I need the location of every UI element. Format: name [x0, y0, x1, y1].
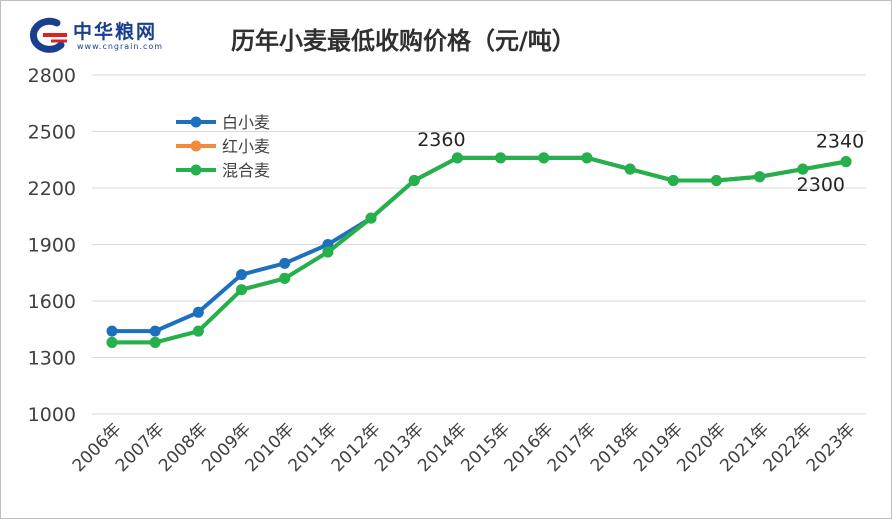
data-point: [495, 152, 507, 164]
legend-label: 红小麦: [222, 137, 270, 156]
series-line-2: [110, 155, 848, 345]
data-point: [451, 152, 463, 164]
legend-label: 混合麦: [222, 161, 270, 180]
data-point: [754, 171, 766, 183]
y-tick-label: 1600: [28, 291, 76, 313]
data-point: [106, 325, 118, 337]
series-line-1: [110, 155, 848, 345]
data-point: [581, 152, 593, 164]
legend-swatch-marker: [190, 140, 202, 152]
data-point: [149, 336, 161, 348]
data-label: 2340: [816, 131, 864, 153]
chart-title: 历年小麦最低收购价格（元/吨）: [231, 27, 576, 55]
data-point: [538, 152, 550, 164]
data-point: [236, 284, 248, 296]
y-tick-label: 1000: [28, 404, 76, 426]
data-point: [279, 272, 291, 284]
data-point: [667, 174, 679, 186]
y-tick-label: 1900: [28, 235, 76, 257]
data-point: [365, 212, 377, 224]
logo-mark-icon: [29, 17, 67, 53]
legend-swatch-marker: [190, 116, 202, 128]
data-point: [106, 336, 118, 348]
data-label: 2300: [797, 174, 845, 196]
y-tick-label: 2800: [28, 65, 76, 87]
data-point: [322, 239, 334, 250]
data-point: [236, 269, 248, 281]
logo-text: 中华粮网: [73, 21, 158, 43]
cngrain-logo: 中华粮网 www.cngrain.com: [23, 15, 193, 55]
data-point: [408, 174, 420, 186]
legend-label: 白小麦: [222, 113, 270, 132]
data-label: 2360: [417, 129, 465, 151]
data-point: [840, 156, 852, 168]
data-point: [192, 306, 204, 318]
logo-url: www.cngrain.com: [77, 42, 164, 51]
data-point: [149, 325, 161, 337]
data-point: [797, 163, 809, 175]
legend-swatch-marker: [190, 164, 202, 176]
y-tick-label: 2500: [28, 122, 76, 144]
x-tick-label: 2023年: [803, 419, 860, 476]
y-tick-label: 2200: [28, 178, 76, 200]
data-point: [624, 163, 636, 175]
data-point: [279, 257, 291, 269]
y-tick-label: 1300: [28, 348, 76, 370]
data-point: [322, 246, 334, 258]
data-point: [710, 174, 722, 186]
data-point: [192, 325, 204, 337]
